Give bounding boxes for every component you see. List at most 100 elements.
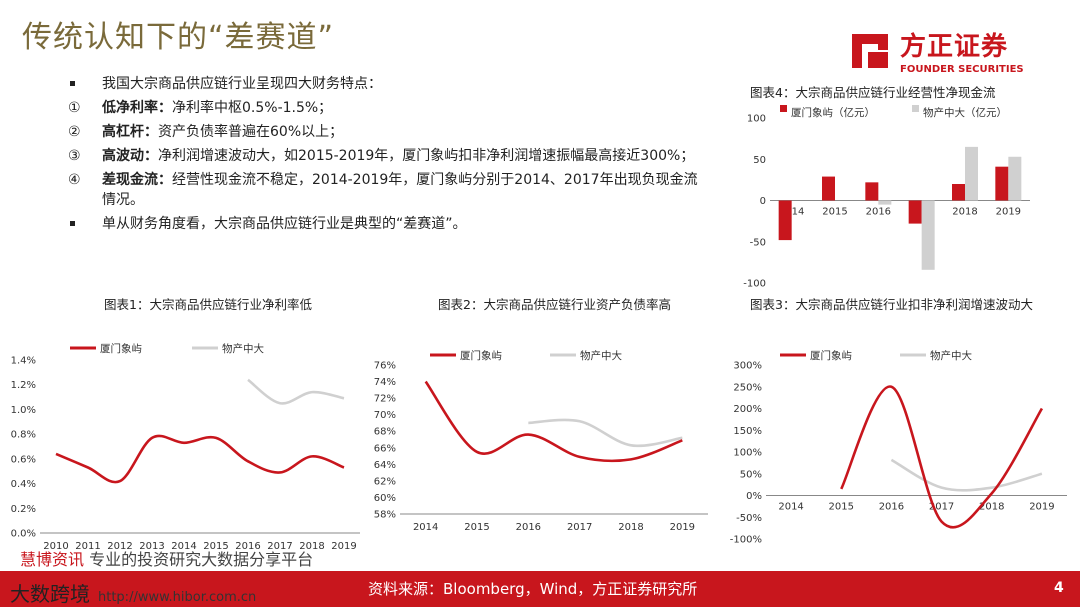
chart4-bar — [908, 200, 922, 224]
bullet-text: 经营性现金流不稳定，2014-2019年，厦门象屿分别于2014、2017年出现… — [102, 172, 698, 208]
page-number: 4 — [1054, 580, 1064, 596]
chart4-bar — [965, 146, 978, 201]
bullet-marker: ④ — [68, 172, 81, 188]
bullet-item: ② 高杠杆：资产负债率普遍在60%以上； — [68, 122, 708, 142]
logo-text-en: FOUNDER SECURITIES — [900, 64, 1024, 75]
chart1-xtick-label: 2013 — [139, 541, 164, 552]
chart4-ytick-label: 0 — [760, 196, 766, 207]
chart3-ytick-label: -50% — [736, 513, 762, 524]
chart1-ytick-label: 1.2% — [11, 380, 36, 391]
chart3-xtick-label: 2015 — [829, 502, 854, 513]
chart4-bar — [878, 200, 892, 205]
chart1-net-margin: 0.0% 0.2% 0.4% 0.6% 0.8% 1.0% 1.2% 1.4% 2010 2011… — [11, 342, 360, 552]
bullet-bold: 低净利率： — [102, 100, 172, 116]
watermark-brand: 慧博资讯 — [20, 550, 85, 569]
chart1-xtick-label: 2016 — [235, 541, 260, 552]
chart4-xtick-label: 2015 — [822, 207, 847, 218]
bullet-text: 净利润增速波动大，如2015-2019年，厦门象屿扣非净利润增速振幅最高接近30… — [158, 148, 695, 164]
chart2-caption: 图表2：大宗商品供应链行业资产负债率高 — [438, 297, 671, 312]
chart3-profit-growth: -100% -50% 0% 50% 100% 150% 200% 250% 300% 2014 20… — [730, 349, 1067, 546]
chart3-ytick-label: 200% — [733, 404, 762, 415]
chart2-legend-label: 厦门象屿 — [460, 349, 502, 362]
chart1-series-line — [247, 378, 345, 405]
chart1-xtick-label: 2010 — [43, 541, 68, 552]
chart1-ytick-label: 0.2% — [11, 504, 36, 515]
chart2-ytick-label: 76% — [374, 361, 396, 372]
chart2-xtick-label: 2019 — [670, 522, 695, 533]
chart2-xtick-label: 2016 — [516, 522, 541, 533]
chart2-ytick-label: 74% — [374, 377, 396, 388]
chart1-xtick-label: 2011 — [75, 541, 100, 552]
chart4-xtick-label: 2018 — [952, 207, 977, 218]
chart4-legend-swatch — [780, 105, 787, 112]
chart1-xtick-label: 2017 — [267, 541, 292, 552]
chart3-series-line — [890, 458, 1043, 492]
chart3-ytick-label: 100% — [733, 448, 762, 459]
chart2-ytick-label: 68% — [374, 427, 396, 438]
chart2-xtick-label: 2015 — [464, 522, 489, 533]
chart1-legend-label: 厦门象屿 — [100, 342, 142, 355]
chart3-series-line — [840, 385, 1044, 529]
chart4-ytick-label: 100 — [747, 114, 766, 125]
chart4-bar — [952, 184, 965, 201]
chart4-legend-label: 物产中大（亿元） — [923, 106, 1007, 119]
chart1-series-line — [55, 434, 345, 484]
chart4-ytick-label: -50 — [750, 237, 766, 248]
bullet-text: 净利率中枢0.5%-1.5%； — [172, 100, 333, 116]
chart1-ytick-label: 0.0% — [11, 529, 36, 540]
bullet-text: 资产负债率普遍在60%以上； — [158, 124, 344, 140]
founder-logo: 方正证券 FOUNDER SECURITIES — [848, 24, 1038, 84]
bullet-bold: 差现金流： — [102, 172, 172, 188]
chart3-ytick-label: 150% — [733, 426, 762, 437]
chart2-xtick-label: 2018 — [618, 522, 643, 533]
chart1-ytick-label: 1.0% — [11, 405, 36, 416]
bullet-marker: ③ — [68, 148, 81, 164]
chart4-xtick-label: 2019 — [996, 207, 1021, 218]
chart2-ytick-label: 64% — [374, 460, 396, 471]
chart3-xtick-label: 2019 — [1029, 502, 1054, 513]
chart3-caption: 图表3：大宗商品供应链行业扣非净利润增速波动大 — [750, 297, 1033, 312]
chart1-ytick-label: 0.6% — [11, 454, 36, 465]
logo-text-cn: 方正证券 — [900, 32, 1009, 62]
bullet-bold: 高波动： — [102, 148, 158, 164]
chart1-xtick-label: 2015 — [203, 541, 228, 552]
chart2-ytick-label: 58% — [374, 510, 396, 521]
bullet-square-icon — [70, 221, 75, 226]
bullet-bold: 高杠杆： — [102, 124, 158, 140]
watermark-slogan: 专业的投资研究大数据分享平台 — [89, 550, 314, 569]
chart1-ytick-label: 0.4% — [11, 479, 36, 490]
bullet-item: 单从财务角度看，大宗商品供应链行业是典型的“差赛道”。 — [68, 214, 708, 234]
chart4-legend-label: 厦门象屿（亿元） — [791, 106, 875, 119]
chart3-ytick-label: 250% — [733, 382, 762, 393]
chart4-operating-cashflow: -100-50050100201420152016201720182019厦门象… — [743, 105, 1030, 290]
bullet-item: ④ 差现金流：经营性现金流不稳定，2014-2019年，厦门象屿分别于2014、2… — [68, 170, 708, 210]
chart2-ytick-label: 62% — [374, 476, 396, 487]
watermark-line1: 慧博资讯 专业的投资研究大数据分享平台 — [20, 546, 313, 570]
bullet-marker: ① — [68, 100, 81, 116]
chart2-series-line — [424, 380, 683, 463]
chart4-bar — [995, 166, 1009, 201]
chart2-ytick-label: 66% — [374, 443, 396, 454]
bullet-square-icon — [70, 81, 75, 86]
chart3-xtick-label: 2017 — [929, 502, 954, 513]
chart3-legend-label: 物产中大 — [930, 349, 972, 362]
chart1-xtick-label: 2018 — [299, 541, 324, 552]
chart2-debt-ratio: 58% 60% 62% 64% 66% 68% 70% 72% 74% 76% 2014 2015 20… — [374, 349, 708, 533]
chart2-ytick-label: 60% — [374, 493, 396, 504]
chart2-ytick-label: 70% — [374, 410, 396, 421]
chart2-legend-label: 物产中大 — [580, 349, 622, 362]
watermark-line2: 大数跨境 http://www.hibor.com.cn — [10, 578, 256, 607]
chart2-xtick-label: 2017 — [567, 522, 592, 533]
chart1-xtick-label: 2012 — [107, 541, 132, 552]
bullet-item: ① 低净利率：净利率中枢0.5%-1.5%； — [68, 98, 708, 118]
watermark-url: http://www.hibor.com.cn — [98, 590, 257, 605]
footer-bar — [0, 571, 1080, 607]
chart4-bar — [1008, 156, 1022, 201]
chart4-bar — [921, 200, 935, 270]
chart3-ytick-label: 0% — [746, 491, 762, 502]
chart4-xtick-label: 2016 — [866, 207, 891, 218]
bullet-item: 我国大宗商品供应链行业呈现四大财务特点： — [68, 74, 708, 94]
chart1-ytick-label: 1.4% — [11, 356, 36, 367]
chart1-caption: 图表1：大宗商品供应链行业净利率低 — [104, 297, 312, 312]
bullet-text: 单从财务角度看，大宗商品供应链行业是典型的“差赛道”。 — [102, 216, 467, 232]
